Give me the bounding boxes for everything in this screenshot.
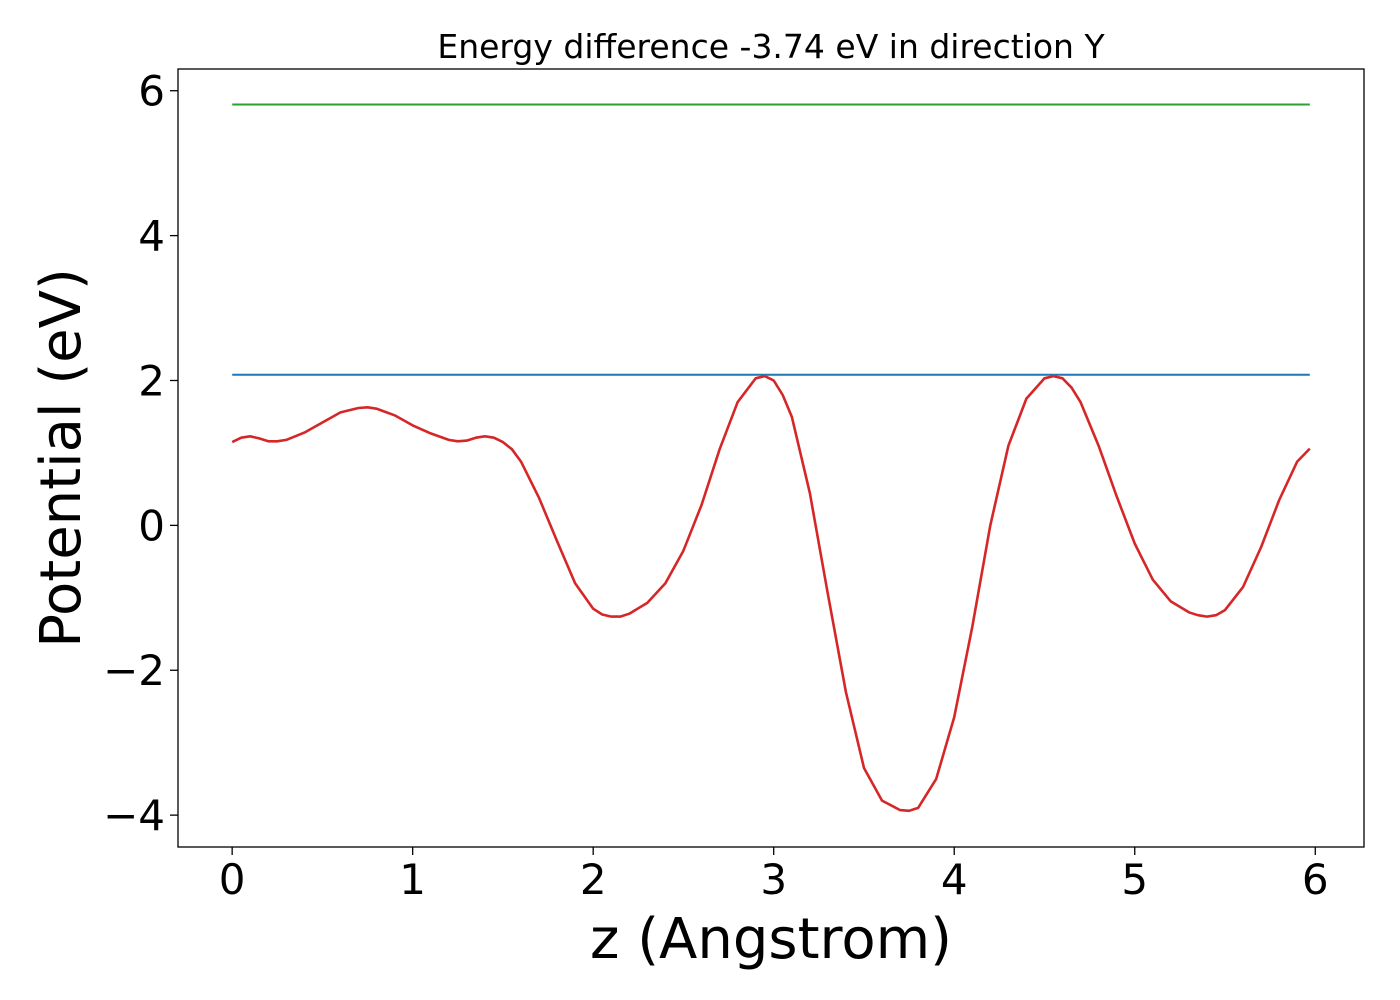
chart-title: Energy difference -3.74 eV in direction … (437, 27, 1105, 66)
x-tick-label: 2 (580, 855, 607, 904)
x-tick-label: 4 (941, 855, 968, 904)
x-tick-label: 3 (760, 855, 787, 904)
x-tick-label: 5 (1121, 855, 1148, 904)
y-axis-label: Potential (eV) (29, 268, 94, 648)
y-tick-label: −4 (103, 791, 165, 840)
series-line-1 (231, 374, 1311, 813)
x-tick-label: 0 (219, 855, 246, 904)
axes-frame (177, 68, 1365, 848)
y-tick-label: −2 (103, 646, 165, 695)
series-layer (231, 103, 1311, 813)
x-axis: 0 1 2 3 4 5 6 (219, 847, 1329, 904)
x-tick-label: 1 (399, 855, 426, 904)
y-tick-label: 6 (138, 67, 165, 116)
y-axis: −4 −2 0 2 4 6 (103, 67, 178, 840)
y-tick-label: 2 (138, 356, 165, 405)
y-tick-label: 0 (138, 501, 165, 550)
x-axis-label: z (Angstrom) (590, 907, 952, 972)
y-tick-label: 4 (138, 212, 165, 261)
x-tick-label: 6 (1302, 855, 1329, 904)
